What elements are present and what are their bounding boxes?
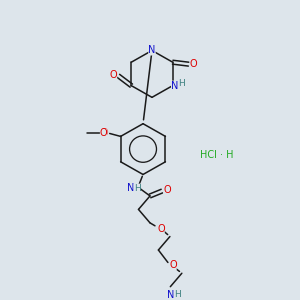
Text: N: N: [128, 183, 135, 193]
Text: O: O: [101, 128, 109, 139]
Text: O: O: [163, 185, 171, 195]
Text: H: H: [178, 79, 185, 88]
Text: O: O: [157, 224, 165, 234]
Text: N: N: [148, 46, 156, 56]
Text: N: N: [171, 81, 178, 91]
Text: O: O: [169, 260, 177, 270]
Text: O: O: [110, 70, 117, 80]
Text: N: N: [167, 290, 174, 299]
Text: H: H: [134, 184, 140, 193]
Text: H: H: [174, 290, 181, 299]
Text: O: O: [190, 59, 197, 69]
Text: HCl · H: HCl · H: [200, 150, 233, 160]
Text: O: O: [100, 128, 107, 139]
